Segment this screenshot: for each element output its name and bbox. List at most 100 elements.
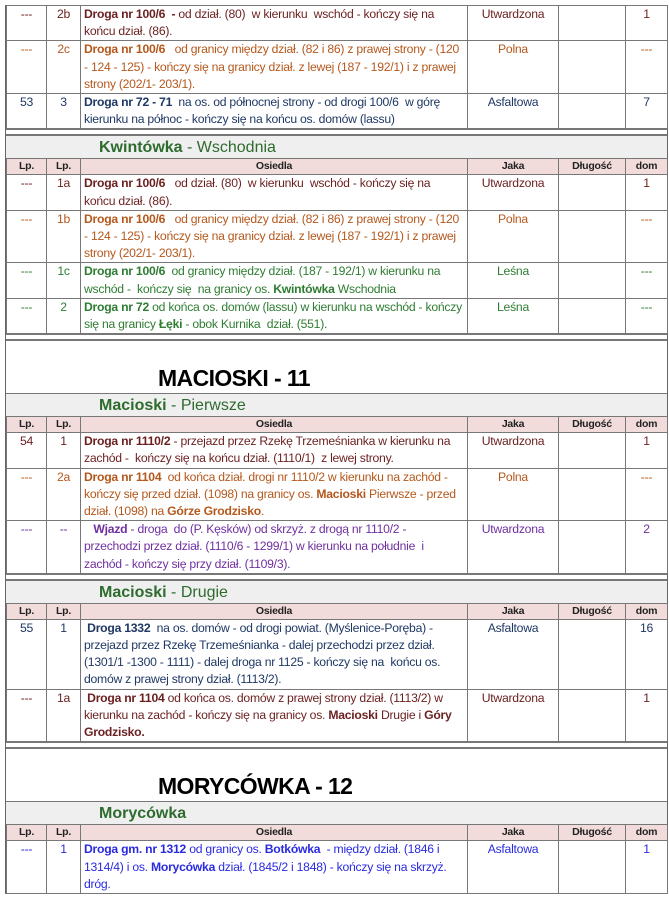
road-name-bold: Macioski xyxy=(316,486,366,501)
subsection-title-bold: Macioski xyxy=(99,397,167,415)
subsection-title: Kwintówka - Wschodnia xyxy=(6,135,667,159)
house-count: --- xyxy=(625,40,668,95)
dom-header: dom xyxy=(625,416,668,434)
house-count: 1 xyxy=(625,840,668,894)
description-text: na os. domów - od drogi powiat. (Myśleni… xyxy=(84,620,444,687)
description-text: od granicy między dział. (187 - 192/1) w… xyxy=(84,264,444,296)
road-name-bold: Macioski xyxy=(328,707,378,722)
table-row: 53 3 Droga nr 72 - 71 na os. od północnej … xyxy=(6,93,668,130)
table-row: --- 2c Droga nr 100/6 od granicy między dz… xyxy=(6,40,668,95)
length xyxy=(558,209,626,264)
row-number: --- xyxy=(6,262,47,299)
road-register-document: --- 2b Droga nr 100/6 - od dział. (80) w k… xyxy=(5,4,668,894)
table-row: --- 1a Droga nr 100/6 od dział. (80) w kie… xyxy=(6,174,668,211)
lp-sub-header: Lp. xyxy=(46,824,81,842)
row-number: 54 xyxy=(6,432,47,469)
surface-type: Leśna xyxy=(467,297,559,335)
roads-table: Lp. Lp. Osiedla Jaka Długość dom --- 1a Droga nr… xyxy=(6,158,668,335)
house-count: 16 xyxy=(625,618,668,690)
description-text: . xyxy=(260,504,265,519)
house-count: 7 xyxy=(625,93,668,130)
dom-header: dom xyxy=(625,602,668,620)
length xyxy=(558,262,626,299)
house-count: 2 xyxy=(625,520,668,574)
house-count: --- xyxy=(625,297,668,335)
house-count: --- xyxy=(625,209,668,264)
description-text: Drugie i xyxy=(377,707,425,722)
surface-type: Utwardzona xyxy=(467,520,559,574)
row-number: --- xyxy=(6,467,47,522)
surface-type: Polna xyxy=(467,40,559,95)
row-number: --- xyxy=(6,840,47,894)
road-name-bold: Droga 1332 xyxy=(87,620,151,635)
table-row: 54 1 Droga nr 1110/2 - przejazd przez Rzek… xyxy=(6,432,668,469)
row-sub-number: 2b xyxy=(46,4,81,42)
table-row: --- 2a Droga nr 1104 od końca dział. drogi… xyxy=(6,467,668,522)
lp-sub-header: Lp. xyxy=(46,416,81,434)
subsection-title-bold: Kwintówka xyxy=(99,139,183,157)
road-name-bold: Droga nr 72 - 71 xyxy=(84,95,173,110)
road-name-bold: Droga nr 100/6 xyxy=(84,42,166,57)
jaka-header: Jaka xyxy=(467,416,559,434)
jaka-header: Jaka xyxy=(467,824,559,842)
row-number: --- xyxy=(6,174,47,211)
row-sub-number: 2a xyxy=(46,467,81,522)
column-header-row: Lp. Lp. Osiedla Jaka Długość dom xyxy=(6,416,668,434)
surface-type: Utwardzona xyxy=(467,688,559,743)
village-heading: MORYCÓWKA - 12 xyxy=(6,748,667,801)
surface-type: Utwardzona xyxy=(467,174,559,211)
road-name-bold: Droga nr 72 xyxy=(84,299,149,314)
road-name-bold: Łęki xyxy=(158,317,183,332)
description-text: od granicy os. xyxy=(186,842,265,857)
description-text: - obok Kurnika dział. (551). xyxy=(182,317,328,332)
road-name-bold: Droga nr 100/6 xyxy=(84,176,166,191)
surface-type: Polna xyxy=(467,467,559,522)
length xyxy=(558,4,626,42)
length xyxy=(558,93,626,130)
column-header-row: Lp. Lp. Osiedla Jaka Długość dom xyxy=(6,602,668,620)
road-name-bold: Botkówka xyxy=(264,842,321,857)
description-text: od końca os. domów z prawej strony dział… xyxy=(84,690,446,722)
table-row: --- 1 Droga gm. nr 1312 od granicy os. Bot… xyxy=(6,840,668,894)
section-separator xyxy=(6,742,667,749)
row-sub-number: 1a xyxy=(46,174,81,211)
length xyxy=(558,688,626,743)
lp-sub-header: Lp. xyxy=(46,158,81,176)
subsection-title-rest: - Drugie xyxy=(166,583,228,601)
subsection-title-bold: Morycówka xyxy=(99,805,187,823)
subsection-title: Morycówka xyxy=(6,801,667,825)
house-count: 1 xyxy=(625,174,668,211)
road-description: Droga nr 1104 od końca dział. drogi nr 1… xyxy=(80,467,468,522)
dlugosc-header: Długość xyxy=(558,824,626,842)
section-separator xyxy=(6,573,667,580)
table-row: --- 1c Droga nr 100/6 od granicy między dz… xyxy=(6,262,668,299)
surface-type: Polna xyxy=(467,209,559,264)
house-count: 1 xyxy=(625,4,668,42)
row-sub-number: 3 xyxy=(46,93,81,130)
dlugosc-header: Długość xyxy=(558,602,626,620)
roads-table: Lp. Lp. Osiedla Jaka Długość dom --- 1 Droga gm.… xyxy=(6,824,668,894)
row-number: --- xyxy=(6,297,47,335)
length xyxy=(558,618,626,690)
road-name-bold: Droga nr 100/6 xyxy=(84,211,166,226)
table-row: --- 2 Droga nr 72 od końca os. domów (lass… xyxy=(6,297,668,335)
row-sub-number: 2 xyxy=(46,297,81,335)
row-number: --- xyxy=(6,209,47,264)
row-number: --- xyxy=(6,4,47,42)
description-text: od końca dział. drogi nr 1110/2 w kierun… xyxy=(84,469,451,501)
length xyxy=(558,520,626,574)
road-description: Droga gm. nr 1312 od granicy os. Botkówk… xyxy=(80,840,468,894)
dom-header: dom xyxy=(625,158,668,176)
description-text: - droga do (P. Kęsków) od skrzyż. z drog… xyxy=(84,522,427,571)
column-header-row: Lp. Lp. Osiedla Jaka Długość dom xyxy=(6,158,668,176)
road-description: Droga nr 1104 od końca os. domów z prawe… xyxy=(80,688,468,743)
road-description: Droga nr 100/6 od dział. (80) w kierunku… xyxy=(80,174,468,211)
length xyxy=(558,840,626,894)
table-row: --- 2b Droga nr 100/6 - od dział. (80) w k… xyxy=(6,4,668,42)
surface-type: Asfaltowa xyxy=(467,93,559,130)
row-number: --- xyxy=(6,520,47,574)
lp-header: Lp. xyxy=(6,824,47,842)
column-header-row: Lp. Lp. Osiedla Jaka Długość dom xyxy=(6,824,668,842)
table-row: --- 1a Droga nr 1104 od końca os. domów z… xyxy=(6,688,668,743)
road-name-bold: Droga nr 100/6 xyxy=(84,264,166,279)
